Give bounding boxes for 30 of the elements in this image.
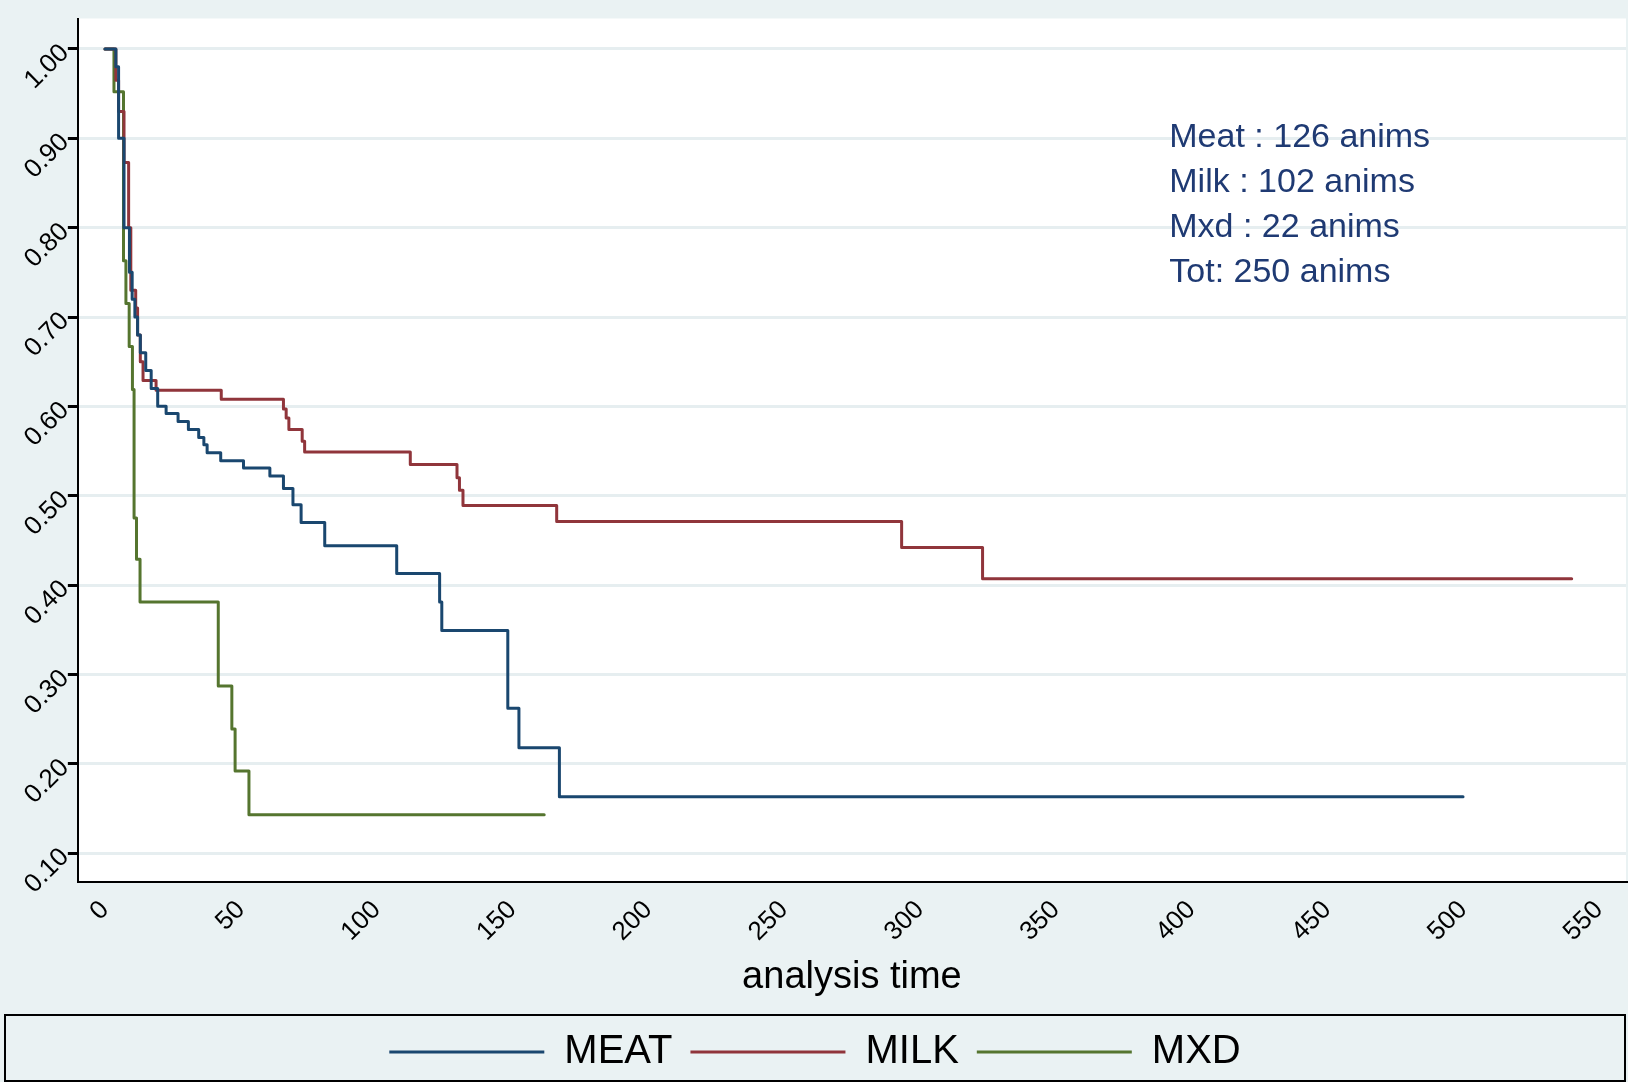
annotation: Meat : 126 anims xyxy=(1169,115,1431,154)
x-tick-label: 550 xyxy=(1556,893,1609,946)
x-tick-label: 100 xyxy=(334,893,386,946)
x-tick-label: 500 xyxy=(1420,893,1473,946)
y-tick-label: 0.20 xyxy=(17,751,75,809)
legend-label: MILK xyxy=(865,1027,960,1072)
x-tick-label: 400 xyxy=(1148,893,1201,946)
y-tick-label: 0.50 xyxy=(17,483,75,541)
legend-label: MEAT xyxy=(564,1027,673,1072)
x-tick-label: 0 xyxy=(82,893,115,926)
y-tick-label: 0.30 xyxy=(17,662,75,720)
x-tick-label: 200 xyxy=(605,893,658,946)
annotation: Mxd : 22 anims xyxy=(1169,205,1400,244)
annotation: Tot: 250 anims xyxy=(1169,250,1391,289)
y-tick-label: 0.40 xyxy=(17,573,75,631)
x-tick-label: 50 xyxy=(208,893,251,936)
x-tick-label: 450 xyxy=(1284,893,1337,946)
x-tick-label: 350 xyxy=(1013,893,1065,946)
x-tick-label: 150 xyxy=(469,893,522,946)
x-tick-label: 300 xyxy=(877,893,930,946)
y-tick-label: 0.60 xyxy=(17,394,75,452)
x-axis-title: analysis time xyxy=(742,953,962,996)
y-tick-label: 0.80 xyxy=(17,215,75,273)
y-tick-label: 0.90 xyxy=(17,126,75,184)
legend-label: MXD xyxy=(1151,1027,1241,1072)
x-tick-label: 250 xyxy=(741,893,794,946)
y-tick-label: 0.10 xyxy=(17,841,75,899)
annotation: Milk : 102 anims xyxy=(1169,160,1415,199)
y-tick-label: 0.70 xyxy=(17,305,75,363)
y-tick-label: 1.00 xyxy=(17,37,75,95)
